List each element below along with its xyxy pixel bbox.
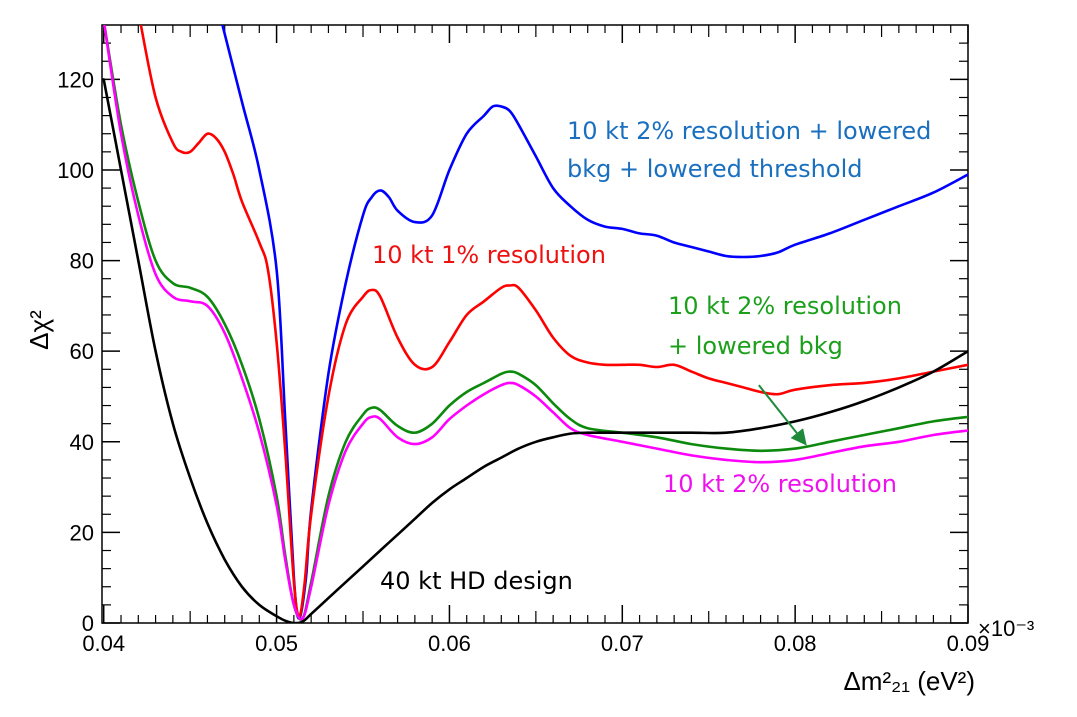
x-axis-multiplier: ×10⁻³: [978, 616, 1034, 641]
y-tick-label: 40: [70, 430, 94, 455]
y-tick-label: 120: [57, 67, 94, 92]
y-tick-label: 80: [70, 249, 94, 274]
y-axis-title: Δχ²: [24, 310, 54, 350]
x-tick-label: 0.05: [255, 631, 298, 656]
y-tick-label: 60: [70, 339, 94, 364]
plot-frame: [101, 24, 969, 624]
annotation-red: 10 kt 1% resolution: [372, 241, 606, 269]
annotation-blue-line1: 10 kt 2% resolution + lowered: [567, 117, 931, 145]
series-line-3: [103, 25, 968, 621]
x-tick-label: 0.07: [601, 631, 644, 656]
x-tick-label: 0.08: [774, 631, 817, 656]
x-tick-label: 0.04: [82, 631, 125, 656]
series-group: [102, 25, 968, 623]
annotation-magenta: 10 kt 2% resolution: [663, 470, 897, 498]
series-line-1: [139, 25, 968, 618]
y-tick-label: 20: [70, 520, 94, 545]
arrow-pointer: [758, 384, 807, 446]
annotation-green-line2: + lowered bkg: [668, 332, 843, 360]
x-axis-title: Δm²₂₁ (eV²): [843, 666, 975, 696]
series-line-4: [102, 78, 968, 623]
y-axis: 0 20 40 60 80 100 120: [57, 42, 968, 636]
x-tick-label: 0.09: [947, 631, 990, 656]
y-tick-label: 0: [82, 611, 94, 636]
annotation-blue-line2: bkg + lowered threshold: [567, 155, 862, 183]
y-tick-label: 100: [57, 158, 94, 183]
x-tick-label: 0.06: [428, 631, 471, 656]
annotation-green-line1: 10 kt 2% resolution: [668, 292, 902, 320]
series-line-2: [103, 25, 968, 621]
annotation-black: 40 kt HD design: [380, 567, 573, 595]
x-axis: 0.04 0.05 0.06 0.07 0.08 0.09: [82, 25, 989, 656]
